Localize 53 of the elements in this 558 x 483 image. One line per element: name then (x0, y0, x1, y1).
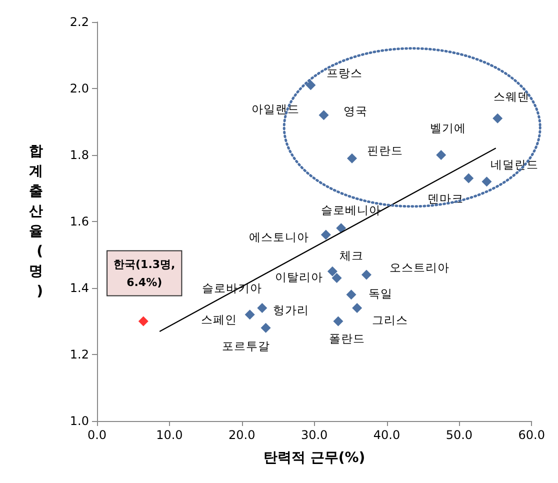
point (138, 316, 148, 326)
annotation: 아일랜드 (252, 102, 300, 116)
annotation: 에스토니아 (248, 230, 309, 244)
y-tick-label: 2.2 (70, 15, 89, 29)
annotation: 이탈리아 (274, 270, 323, 284)
annotation: 폴란드 (329, 331, 366, 346)
point (257, 302, 268, 313)
annotation: 스페인 (200, 312, 237, 327)
x-axis-title: 탄력적 근무(%) (263, 450, 366, 466)
point (327, 266, 338, 276)
point (336, 223, 346, 234)
point (318, 110, 329, 120)
point (361, 270, 372, 280)
x-tick-label: 20.0 (228, 428, 256, 442)
annotation: 벨기에 (430, 121, 466, 135)
y-tick-label: 1.8 (70, 148, 89, 162)
point (346, 290, 356, 300)
x-tick-label: 50.0 (446, 428, 473, 442)
annotation: 한국(1.3명, 6.4%) (114, 258, 176, 289)
point (464, 173, 474, 184)
annotation: 헝가리 (273, 302, 310, 317)
annotation: 영국 (344, 104, 368, 118)
x-tick-label: 60.0 (518, 428, 545, 442)
point (244, 310, 255, 320)
y-axis-title: 합계출산율(명) (29, 144, 43, 300)
x-tick-label: 10.0 (156, 428, 183, 442)
annotation: 체크 (339, 248, 364, 262)
x-tick-label: 0.0 (87, 428, 107, 442)
x-tick-label: 30.0 (300, 428, 328, 442)
y-tick-label: 1.2 (70, 348, 89, 362)
annotation: 독일 (368, 286, 392, 301)
point (436, 150, 446, 160)
annotation: 그리스 (372, 312, 408, 327)
annotation: 슬로베니아 (321, 203, 382, 218)
y-tick-label: 2.0 (70, 82, 89, 96)
annotation: 포르투갈 (222, 338, 270, 353)
point (352, 302, 362, 313)
annotation: 프랑스 (326, 66, 363, 80)
point (320, 230, 331, 240)
point (306, 80, 316, 90)
point (332, 273, 342, 284)
y-tick-label: 1.4 (70, 281, 89, 295)
annotation: 오스트리아 (389, 260, 450, 275)
point (482, 176, 492, 187)
point (492, 113, 503, 124)
annotation: 핀란드 (366, 143, 403, 158)
annotation: 스웨덴 (494, 89, 530, 104)
point (260, 322, 271, 333)
x-tick-label: 40.0 (373, 428, 400, 442)
y-tick-label: 1.0 (70, 414, 89, 428)
point (346, 153, 357, 164)
point (333, 316, 344, 326)
y-tick-label: 1.6 (70, 214, 89, 228)
